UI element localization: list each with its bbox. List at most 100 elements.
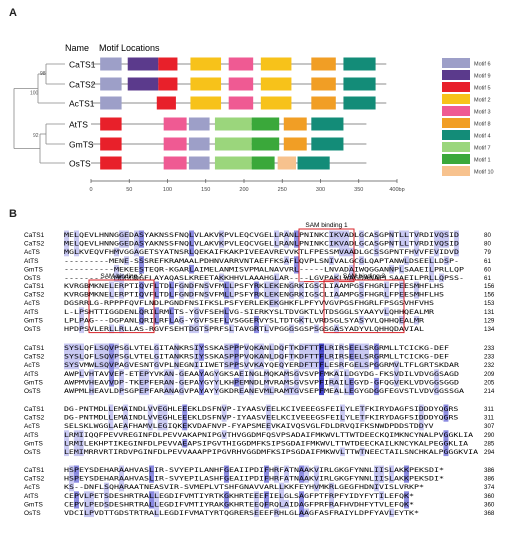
- conservation-shade: [94, 343, 99, 353]
- legend-swatch: [442, 70, 470, 80]
- alignment-row-name: AtTS: [24, 371, 39, 378]
- conservation-shade: [344, 377, 349, 387]
- conservation-shade: [124, 352, 129, 361]
- bootstrap-value: 100: [30, 91, 39, 97]
- conservation-shade: [123, 404, 129, 414]
- motif-locations-header: Motif Locations: [99, 43, 160, 53]
- conservation-shade: [443, 404, 449, 414]
- sam-binding-label: SAM binding 2: [100, 273, 143, 280]
- conservation-shade: [279, 352, 284, 361]
- conservation-shade: [339, 360, 344, 370]
- alignment-row-name: GmTS: [24, 440, 43, 447]
- conservation-shade: [404, 465, 409, 475]
- conservation-shade: [219, 273, 224, 283]
- motif-block: [283, 117, 307, 131]
- conservation-shade: [389, 239, 394, 248]
- conservation-shade: [182, 438, 188, 448]
- conservation-shade: [284, 230, 289, 240]
- conservation-shade: [99, 343, 104, 353]
- conservation-shade: [259, 343, 264, 353]
- conservation-shade: [199, 369, 204, 378]
- alignment-row-name: AtTS: [24, 432, 39, 439]
- motif-block: [100, 156, 122, 170]
- conservation-shade: [294, 239, 299, 248]
- motif-block: [311, 96, 336, 110]
- conservation-shade: [418, 413, 424, 422]
- conservation-shade: [64, 360, 69, 370]
- conservation-shade: [299, 491, 304, 500]
- motif-diagram: Name Motif Locations 98 100 92 CaTS1 CaTS2 AcTS…: [13, 43, 494, 193]
- conservation-shade: [284, 239, 289, 248]
- conservation-shade: [374, 474, 379, 483]
- conservation-shade: [404, 491, 409, 500]
- sam-binding-box: [88, 279, 155, 334]
- conservation-shade: [144, 377, 149, 387]
- conservation-shade: [334, 324, 339, 334]
- conservation-shade: [299, 474, 304, 483]
- motif-block: [311, 57, 336, 71]
- phylogenetic-tree: [13, 63, 65, 164]
- conservation-shade: [359, 230, 364, 240]
- conservation-shade: [114, 273, 119, 283]
- conservation-shade: [340, 404, 345, 414]
- conservation-shade: [109, 360, 114, 370]
- conservation-shade: [254, 360, 259, 370]
- conservation-shade: [364, 343, 369, 353]
- conservation-shade: [174, 352, 179, 361]
- conservation-shade: [164, 377, 169, 387]
- conservation-shade: [284, 499, 289, 509]
- conservation-shade: [119, 239, 124, 248]
- conservation-shade: [324, 360, 329, 370]
- alignment-sequence: HSPEYSDEHARAAHVASLIR-SVYEPILANHFGEAIIPDI…: [64, 467, 444, 474]
- conservation-shade: [169, 386, 174, 396]
- conservation-shade: [314, 482, 319, 492]
- conservation-shade: [194, 360, 199, 370]
- conservation-shade: [162, 404, 168, 414]
- legend-swatch: [442, 58, 470, 68]
- conservation-shade: [434, 247, 439, 257]
- conservation-shade: [264, 474, 269, 483]
- motif-block: [251, 117, 280, 131]
- alignment-position: 80: [484, 232, 491, 239]
- conservation-shade: [149, 491, 154, 500]
- conservation-shade: [182, 404, 188, 414]
- conservation-shade: [374, 465, 379, 475]
- conservation-shade: [444, 230, 449, 240]
- conservation-shade: [64, 230, 69, 240]
- motif-block: [163, 156, 187, 170]
- conservation-shade: [414, 290, 419, 299]
- conservation-shade: [274, 474, 279, 483]
- conservation-shade: [299, 508, 304, 518]
- conservation-shade: [89, 508, 94, 518]
- conservation-shade: [169, 315, 174, 325]
- conservation-shade: [204, 290, 209, 299]
- axis-tick-label: 50: [126, 187, 132, 193]
- conservation-shade: [119, 230, 124, 240]
- conservation-shade: [279, 491, 284, 500]
- conservation-shade: [289, 386, 294, 396]
- alignment-row-name: CaTS1: [24, 467, 45, 474]
- conservation-shade: [74, 491, 79, 500]
- conservation-shade: [249, 369, 254, 378]
- conservation-shade: [374, 482, 379, 492]
- conservation-shade: [314, 343, 319, 353]
- conservation-shade: [221, 413, 227, 422]
- conservation-shade: [234, 360, 239, 370]
- conservation-shade: [149, 465, 154, 475]
- conservation-shade: [114, 264, 119, 274]
- conservation-shade: [344, 247, 349, 257]
- axis-tick-label: 200: [239, 187, 248, 193]
- alignment-sequence: MGLKVEQVFHMVGGAGETSYATNSRLQEKAIFKAKPIVEE…: [64, 249, 459, 256]
- motif-block: [228, 96, 254, 110]
- alignment-row-name: AcTS: [24, 249, 41, 256]
- alignment-sequence: AWPMVHEAVVDP-TKEPFERAN-GEPAYGYYLKHPEMNDL…: [64, 379, 459, 386]
- conservation-shade: [169, 290, 174, 299]
- conservation-shade: [349, 377, 354, 387]
- conservation-shade: [334, 281, 339, 291]
- conservation-shade: [319, 386, 324, 396]
- conservation-shade: [64, 239, 69, 248]
- conservation-shade: [84, 499, 89, 509]
- conservation-shade: [89, 377, 94, 387]
- conservation-shade: [294, 264, 299, 274]
- conservation-shade: [309, 343, 314, 353]
